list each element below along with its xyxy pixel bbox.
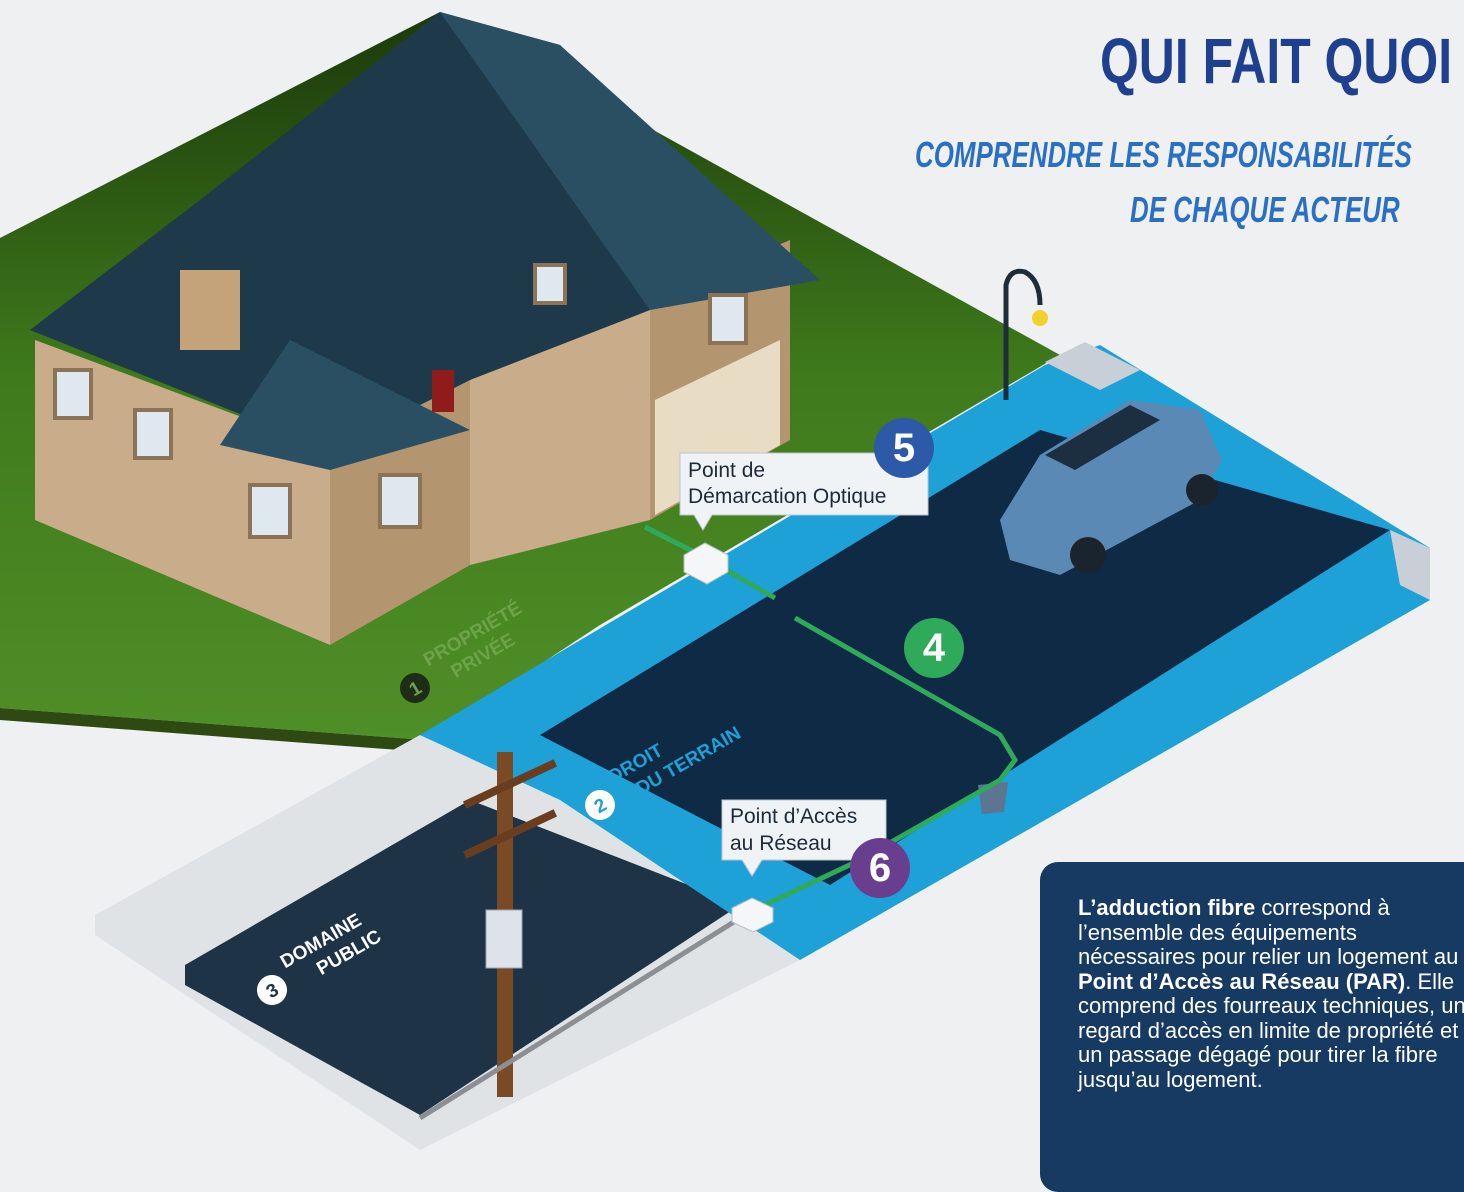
electric-box [486, 910, 522, 968]
window [535, 265, 565, 303]
callout-text: Point de [688, 459, 765, 482]
window [250, 485, 290, 537]
subtitle: COMPRENDRE LES RESPONSABILITÉS [915, 135, 1412, 175]
subtitle: DE CHAQUE ACTEUR [1130, 190, 1400, 230]
window [710, 295, 746, 343]
window [380, 475, 420, 527]
callout-text: Point d’Accès [730, 805, 857, 828]
car-wheel [1186, 474, 1218, 506]
lamp-light [1032, 310, 1048, 326]
door [432, 370, 454, 412]
info-segment: L’adduction fibre [1078, 895, 1255, 920]
marker-number: 6 [869, 846, 891, 890]
info-text: L’adduction fibre correspond à l’ensembl… [1078, 896, 1464, 1092]
car-wheel [1070, 537, 1106, 573]
marker-number: 5 [893, 426, 915, 470]
window [135, 410, 171, 458]
page: {"header": {"title": "QUI FAIT QUOI", "s… [0, 0, 1464, 1160]
info-box: L’adduction fibre correspond à l’ensembl… [1040, 862, 1464, 1192]
chimney [180, 270, 240, 350]
title: QUI FAIT QUOI [1100, 26, 1452, 97]
callout-text: Démarcation Optique [688, 485, 886, 508]
callout-text: au Réseau [730, 832, 832, 855]
info-segment: Point d’Accès au Réseau (PAR) [1078, 969, 1405, 994]
window [55, 370, 91, 418]
marker-number: 4 [923, 626, 946, 670]
